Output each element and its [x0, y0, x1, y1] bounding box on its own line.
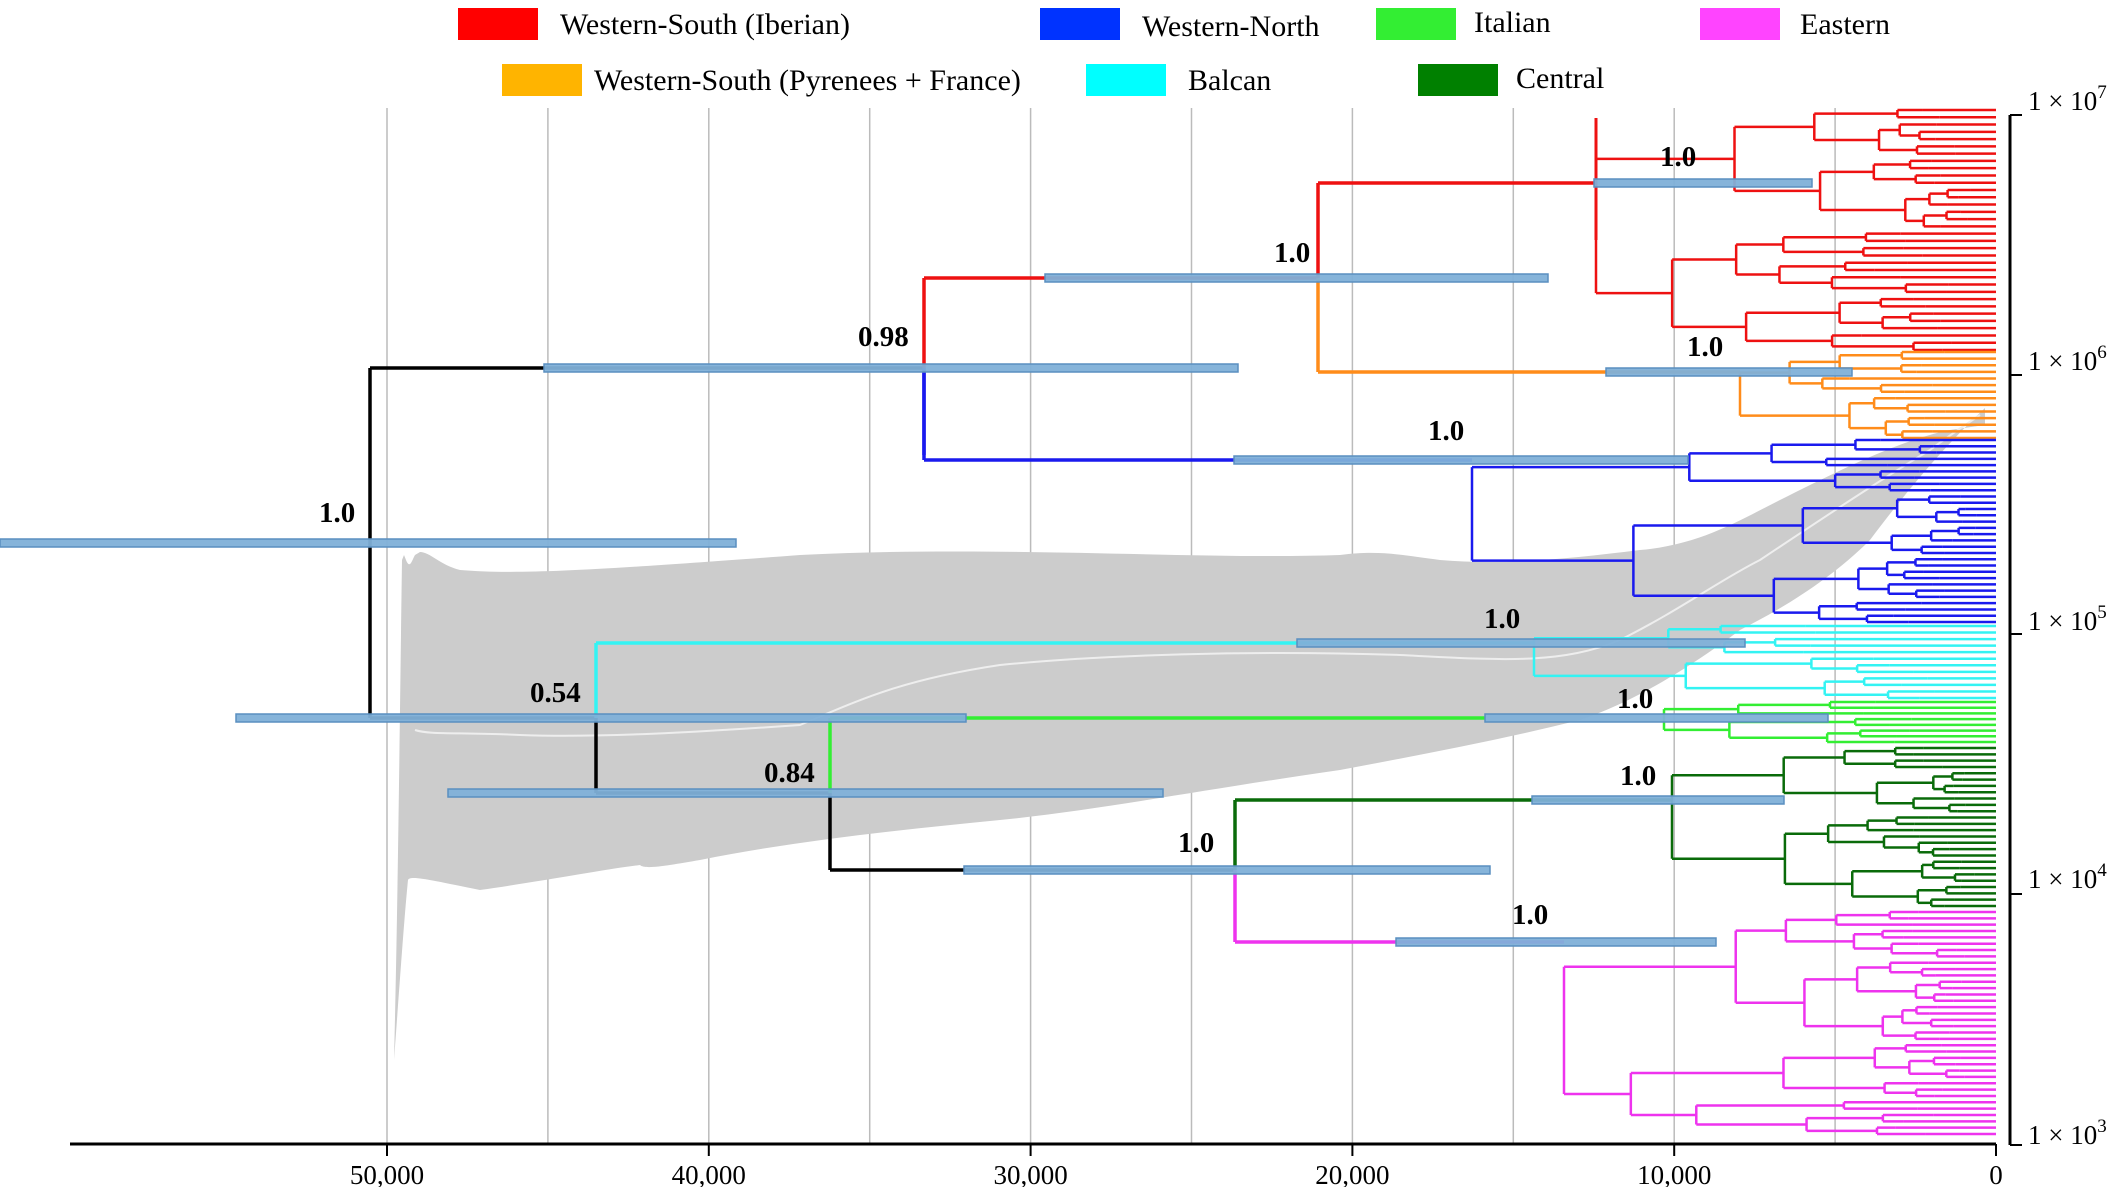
x-tick-label: 20,000	[1315, 1160, 1389, 1187]
axes: 50,000 40,000 30,000 20,000 10,000 0 1 × 107 1 …	[70, 82, 2107, 1187]
legend-label: Western-South (Iberian)	[560, 8, 850, 41]
legend-label: Western-North	[1142, 10, 1320, 43]
y-tick-label: 1 × 105	[2028, 602, 2107, 636]
support-value-label: 1.0	[1620, 760, 1656, 792]
skyline-median-line	[414, 414, 1981, 737]
support-value-label: 1.0	[1660, 141, 1696, 173]
skyline-plot	[394, 408, 1985, 1060]
legend-label: Italian	[1474, 6, 1551, 39]
hpd-bar	[1296, 638, 1746, 648]
support-value-label: 1.0	[1428, 415, 1464, 447]
hpd-bars	[0, 178, 1853, 947]
legend-swatch	[458, 8, 538, 40]
hpd-bar	[1233, 455, 1689, 465]
x-tick-label: 40,000	[672, 1160, 746, 1187]
legend-item-eastern: Eastern	[1700, 8, 1890, 41]
legend-label: Eastern	[1800, 8, 1890, 41]
legend-swatch	[502, 64, 582, 96]
legend-item-pyrenees: Western-South (Pyrenees + France)	[502, 64, 1021, 97]
hpd-bar	[235, 713, 967, 723]
legend-swatch	[1086, 64, 1166, 96]
hpd-bar	[1531, 795, 1785, 805]
hpd-bar	[447, 788, 1164, 798]
support-value-label: 0.84	[764, 757, 815, 789]
legend-swatch	[1418, 64, 1498, 96]
hpd-bar	[1044, 273, 1549, 283]
legend-item-iberian: Western-South (Iberian)	[458, 8, 850, 41]
legend: Western-South (Iberian) Western-North Ital…	[458, 6, 1890, 97]
support-value-label: 1.0	[319, 497, 355, 529]
support-value-label: 1.0	[1687, 331, 1723, 363]
x-tick-label: 10,000	[1637, 1160, 1711, 1187]
y-tick-label: 1 × 107	[2028, 82, 2107, 116]
hpd-bar	[963, 865, 1491, 875]
legend-item-western-north: Western-North	[1040, 8, 1320, 43]
legend-item-central: Central	[1418, 62, 1604, 96]
support-value-label: 1.0	[1484, 603, 1520, 635]
support-value-label: 1.0	[1178, 827, 1214, 859]
y-tick-label: 1 × 104	[2028, 860, 2107, 894]
hpd-bar	[543, 363, 1239, 373]
hpd-bar	[1395, 937, 1717, 947]
support-value-label: 1.0	[1274, 237, 1310, 269]
x-tick-label: 30,000	[993, 1160, 1067, 1187]
hpd-bar	[1484, 713, 1829, 723]
support-value-label: 1.0	[1617, 683, 1653, 715]
skyline-hpd-band	[394, 408, 1985, 1060]
legend-item-balcan: Balcan	[1086, 64, 1271, 97]
support-value-label: 0.54	[530, 677, 581, 709]
legend-swatch	[1040, 8, 1120, 40]
hpd-bar	[1593, 178, 1813, 188]
support-values: 1.0 1.0 0.98 1.0 1.0 1.0 0.54 1.0 1.0 0.84 1.0 1.0 1…	[319, 141, 1723, 931]
legend-label: Western-South (Pyrenees + France)	[594, 64, 1021, 97]
x-tick-label: 0	[1989, 1160, 2003, 1187]
legend-swatch	[1376, 8, 1456, 40]
hpd-bar	[0, 538, 737, 548]
legend-label: Central	[1516, 62, 1604, 95]
legend-label: Balcan	[1188, 64, 1271, 97]
legend-item-italian: Italian	[1376, 6, 1551, 40]
support-value-label: 0.98	[858, 321, 909, 353]
legend-swatch	[1700, 8, 1780, 40]
support-value-label: 1.0	[1512, 899, 1548, 931]
y-tick-label: 1 × 103	[2028, 1116, 2107, 1150]
x-tick-label: 50,000	[350, 1160, 424, 1187]
hpd-bar	[1605, 367, 1853, 377]
y-tick-label: 1 × 106	[2028, 342, 2107, 376]
